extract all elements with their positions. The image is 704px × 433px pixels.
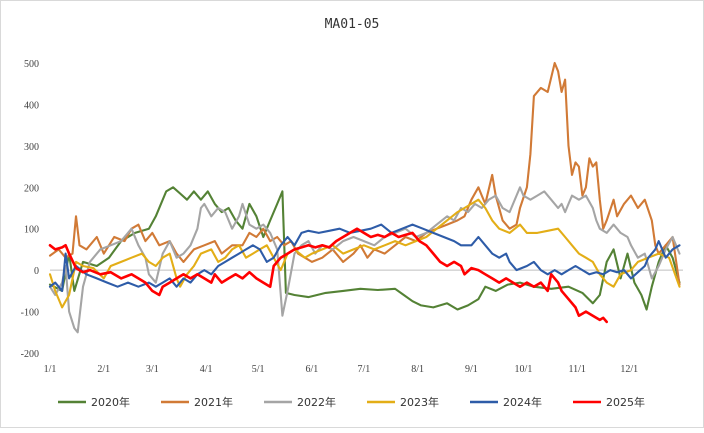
series-line-3 [48,186,681,334]
legend-label: 2021年 [194,395,233,409]
x-tick-label: 4/1 [200,364,213,375]
legend-label: 2022年 [297,395,336,409]
chart-title: MA01-05 [325,17,380,32]
x-tick-label: 8/1 [411,364,424,375]
series-line-4 [48,198,681,309]
series-line-5 [48,223,681,292]
x-tick-label: 9/1 [465,364,478,375]
x-tick-label: 11/1 [569,364,586,375]
y-tick-label: 500 [24,59,39,70]
x-tick-label: 2/1 [97,364,110,375]
y-tick-label: -200 [21,349,39,360]
series-line-6 [48,227,608,324]
y-tick-label: 100 [24,225,39,236]
y-axis-ticks: -200 -100 0 100 200 300 400 500 [21,59,683,360]
y-tick-label: 400 [24,100,39,111]
x-tick-label: 5/1 [252,364,265,375]
legend-label: 2024年 [503,395,542,409]
x-tick-label: 6/1 [305,364,318,375]
y-tick-label: 200 [24,183,39,194]
legend-label: 2020年 [91,395,130,409]
legend-label: 2025年 [606,395,645,409]
x-tick-label: 3/1 [146,364,159,375]
y-tick-label: 300 [24,142,39,153]
x-tick-label: 7/1 [358,364,371,375]
y-tick-label: 0 [34,266,39,277]
series-line-1 [48,186,681,311]
series-lines [48,61,681,334]
x-tick-label: 1/1 [44,364,57,375]
x-tick-label: 12/1 [620,364,638,375]
x-axis-ticks: 1/1 2/1 3/1 4/1 5/1 6/1 7/1 8/1 9/1 10/1 11/1 12/1 [44,364,639,375]
x-tick-label: 10/1 [515,364,533,375]
y-tick-label: -100 [21,308,39,319]
legend-label: 2023年 [400,395,439,409]
legend: 2020年 2021年 2022年 2023年 2024年 2025年 [58,395,645,409]
series-line-2 [48,61,681,286]
